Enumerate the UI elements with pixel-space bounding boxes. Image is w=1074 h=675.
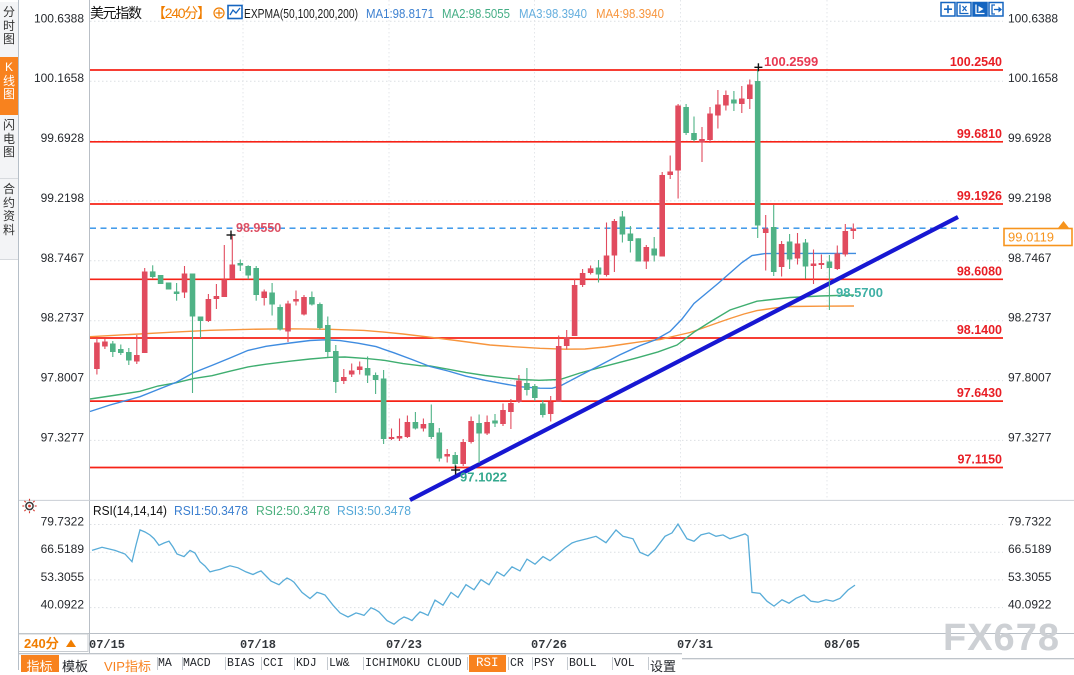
svg-text:97.1150: 97.1150 — [958, 453, 1003, 467]
svg-text:98.2737: 98.2737 — [1008, 311, 1052, 325]
svg-text:99.0119: 99.0119 — [1008, 230, 1054, 245]
svg-text:79.7322: 79.7322 — [1008, 515, 1052, 529]
svg-text:100.6388: 100.6388 — [34, 11, 84, 25]
svg-text:美元指数: 美元指数 — [90, 5, 142, 21]
svg-text:99.2198: 99.2198 — [1008, 191, 1052, 205]
svg-text:99.6810: 99.6810 — [957, 127, 1002, 141]
svg-text:97.1022: 97.1022 — [460, 470, 507, 485]
svg-text:RSI2:50.3478: RSI2:50.3478 — [256, 504, 330, 518]
svg-text:RSI3:50.3478: RSI3:50.3478 — [337, 504, 411, 518]
svg-text:240分: 240分 — [24, 636, 59, 651]
svg-text:98.7467: 98.7467 — [41, 251, 85, 265]
svg-text:【240分】: 【240分】 — [152, 5, 211, 21]
svg-text:98.7467: 98.7467 — [1008, 251, 1052, 265]
svg-text:97.3277: 97.3277 — [1008, 430, 1052, 444]
svg-text:100.1658: 100.1658 — [1008, 71, 1058, 85]
svg-text:MA2:98.5055: MA2:98.5055 — [442, 7, 510, 21]
svg-text:MA3:98.3940: MA3:98.3940 — [519, 7, 587, 21]
svg-text:07/31: 07/31 — [677, 638, 713, 652]
svg-text:MA4:98.3940: MA4:98.3940 — [596, 7, 664, 21]
svg-text:40.0922: 40.0922 — [41, 598, 85, 612]
svg-text:07/26: 07/26 — [531, 638, 567, 652]
svg-text:98.9550: 98.9550 — [236, 221, 281, 235]
svg-text:66.5189: 66.5189 — [41, 542, 85, 556]
svg-text:08/05: 08/05 — [824, 638, 860, 652]
svg-text:97.6430: 97.6430 — [957, 386, 1002, 400]
svg-text:FX678: FX678 — [943, 617, 1060, 659]
svg-text:100.6388: 100.6388 — [1008, 11, 1058, 25]
svg-text:98.5700: 98.5700 — [836, 285, 883, 300]
svg-text:40.0922: 40.0922 — [1008, 598, 1052, 612]
svg-text:07/18: 07/18 — [240, 638, 276, 652]
svg-text:53.3055: 53.3055 — [1008, 570, 1052, 584]
svg-text:100.2540: 100.2540 — [950, 55, 1002, 69]
svg-text:EXPMA(50,100,200,200): EXPMA(50,100,200,200) — [244, 7, 358, 21]
svg-text:RSI(14,14,14): RSI(14,14,14) — [93, 504, 167, 518]
svg-text:97.8007: 97.8007 — [1008, 371, 1052, 385]
svg-text:53.3055: 53.3055 — [41, 570, 85, 584]
svg-text:66.5189: 66.5189 — [1008, 542, 1052, 556]
svg-text:99.2198: 99.2198 — [41, 191, 85, 205]
svg-text:07/15: 07/15 — [89, 638, 125, 652]
svg-text:99.6928: 99.6928 — [1008, 131, 1052, 145]
svg-text:07/23: 07/23 — [386, 638, 422, 652]
svg-text:98.2737: 98.2737 — [41, 311, 85, 325]
svg-text:99.1926: 99.1926 — [957, 189, 1002, 203]
svg-text:100.2599: 100.2599 — [764, 54, 818, 69]
svg-text:79.7322: 79.7322 — [41, 515, 85, 529]
svg-text:MA1:98.8171: MA1:98.8171 — [366, 7, 434, 21]
svg-text:98.1400: 98.1400 — [957, 323, 1002, 337]
svg-text:RSI1:50.3478: RSI1:50.3478 — [174, 504, 248, 518]
svg-text:98.6080: 98.6080 — [957, 264, 1002, 278]
svg-text:97.3277: 97.3277 — [41, 430, 85, 444]
svg-text:100.1658: 100.1658 — [34, 71, 84, 85]
svg-text:97.8007: 97.8007 — [41, 371, 85, 385]
svg-text:99.6928: 99.6928 — [41, 131, 85, 145]
